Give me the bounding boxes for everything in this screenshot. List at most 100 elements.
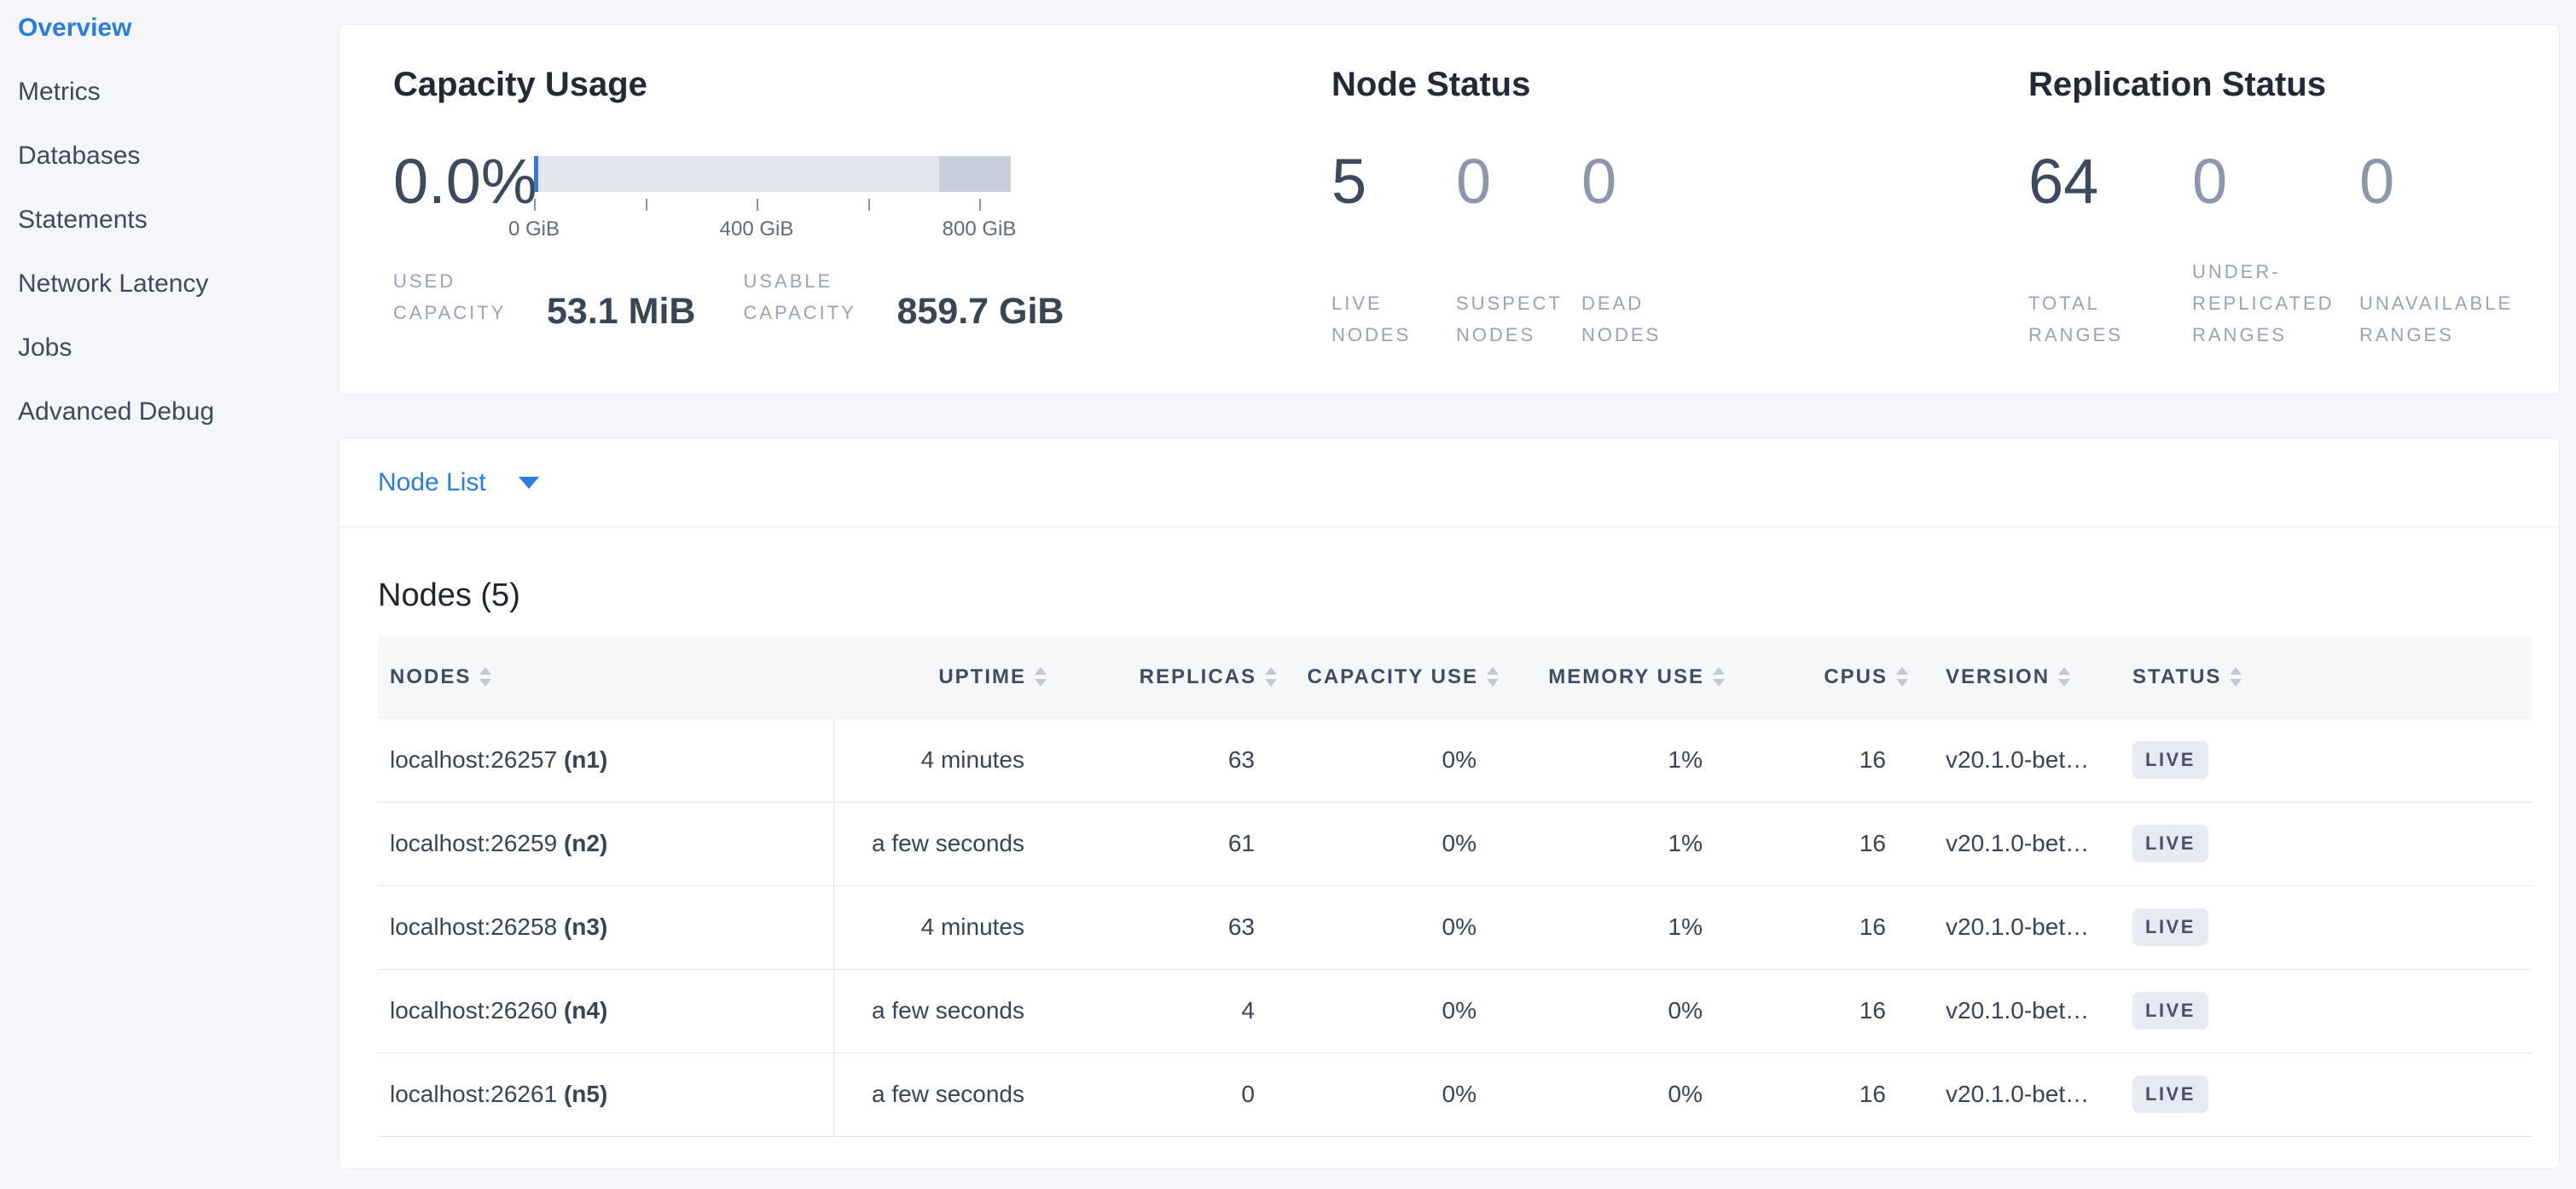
uptime-cell: 4 minutes <box>833 718 1059 803</box>
cluster-summary-card: Capacity Usage 0.0% 0 <box>339 24 2560 395</box>
suspect-nodes-stat: 0 SUSPECT NODES <box>1456 148 1581 351</box>
node-id: (n2) <box>563 830 608 856</box>
table-row: localhost:26260 (n4) a few seconds 4 0% 0% 16… <box>378 969 2532 1053</box>
sidebar-item-statements[interactable]: Statements <box>18 206 148 234</box>
under-replicated-ranges-label: UNDER-REPLICATED RANGES <box>2192 261 2335 345</box>
status-badge: LIVE <box>2132 908 2208 946</box>
column-header-memory-use[interactable]: MEMORY USE <box>1511 636 1737 719</box>
gauge-tick <box>979 199 981 211</box>
column-label: UPTIME <box>938 664 1026 688</box>
node-id: (n4) <box>563 997 608 1024</box>
column-header-uptime[interactable]: UPTIME <box>833 636 1059 719</box>
sidebar-item-overview[interactable]: Overview <box>18 14 132 42</box>
used-capacity-value: 53.1 MiB <box>547 291 696 332</box>
uptime-cell: a few seconds <box>833 969 1059 1053</box>
node-id: (n5) <box>563 1081 608 1107</box>
uptime-cell: a few seconds <box>833 802 1059 886</box>
node-address-link[interactable]: localhost:26257 <box>390 746 558 773</box>
replication-status-panel: Replication Status 64 TOTAL RANGES 0 UND… <box>2028 64 2559 394</box>
sidebar-item-databases[interactable]: Databases <box>18 142 141 170</box>
sidebar-item-metrics[interactable]: Metrics <box>18 78 101 106</box>
capacity-gauge: 0 GiB 400 GiB 800 GiB <box>508 156 1016 241</box>
column-header-status[interactable]: STATUS <box>2122 636 2532 719</box>
capacity-use-cell: 0% <box>1289 1053 1511 1137</box>
sort-icon <box>2230 667 2242 687</box>
node-address-link[interactable]: localhost:26258 <box>390 914 558 940</box>
replication-status-title: Replication Status <box>2028 66 2326 103</box>
nodes-table: NODES UPTIME REPLICAS CAPACITY USE MEMOR… <box>378 636 2532 1137</box>
total-ranges-value: 64 <box>2028 146 2099 217</box>
dead-nodes-label: DEAD NODES <box>1581 293 1662 345</box>
nodes-section-title: Nodes (5) <box>378 577 520 613</box>
memory-use-cell: 0% <box>1511 969 1737 1053</box>
suspect-nodes-value: 0 <box>1456 146 1492 217</box>
version-cell: v20.1.0-bet… <box>1920 885 2122 970</box>
replicas-cell: 63 <box>1059 885 1289 970</box>
suspect-nodes-label: SUSPECT NODES <box>1456 293 1563 345</box>
node-cell: localhost:26260 (n4) <box>378 969 834 1053</box>
table-row: localhost:26259 (n2) a few seconds 61 0% 1% 1… <box>378 802 2532 886</box>
status-badge: LIVE <box>2132 1076 2208 1113</box>
column-header-cpus[interactable]: CPUS <box>1737 636 1920 719</box>
capacity-usage-title: Capacity Usage <box>393 66 647 103</box>
sort-icon <box>1896 667 1908 687</box>
unavailable-ranges-stat: 0 UNAVAILABLE RANGES <box>2359 148 2551 351</box>
unavailable-ranges-label: UNAVAILABLE RANGES <box>2359 293 2514 345</box>
version-cell: v20.1.0-bet… <box>1920 802 2122 886</box>
node-list-selector[interactable]: Node List <box>339 438 2559 527</box>
gauge-tick-label: 400 GiB <box>719 218 794 241</box>
node-id: (n3) <box>563 914 608 940</box>
replicas-cell: 61 <box>1059 802 1289 886</box>
replicas-cell: 63 <box>1059 718 1289 803</box>
table-header-row: NODES UPTIME REPLICAS CAPACITY USE MEMOR… <box>378 636 2532 719</box>
dead-nodes-stat: 0 DEAD NODES <box>1581 148 1706 351</box>
nodes-section: Nodes (5) NODES UPTIME REPLICAS CAPACITY… <box>339 575 2559 1137</box>
node-address-link[interactable]: localhost:26261 <box>390 1081 558 1107</box>
usable-capacity-label: USABLE CAPACITY <box>743 270 856 323</box>
sort-icon <box>1487 667 1499 687</box>
status-cell: LIVE <box>2122 1053 2532 1137</box>
nodes-table-body: localhost:26257 (n1) 4 minutes 63 0% 1% 16 v20… <box>378 718 2532 1137</box>
used-capacity-label: USED CAPACITY <box>393 270 507 323</box>
gauge-available-segment <box>538 156 939 192</box>
node-status-title: Node Status <box>1332 66 1531 103</box>
column-header-replicas[interactable]: REPLICAS <box>1059 636 1289 719</box>
column-label: NODES <box>390 664 472 688</box>
memory-use-cell: 1% <box>1511 885 1737 970</box>
cpus-cell: 16 <box>1737 885 1920 970</box>
node-cell: localhost:26259 (n2) <box>378 802 834 886</box>
cpus-cell: 16 <box>1737 1053 1920 1137</box>
unavailable-ranges-value: 0 <box>2359 146 2395 217</box>
column-header-capacity-use[interactable]: CAPACITY USE <box>1289 636 1511 719</box>
version-cell: v20.1.0-bet… <box>1920 718 2122 803</box>
column-header-nodes[interactable]: NODES <box>378 636 833 719</box>
node-list-card: Node List Nodes (5) NODES UPTIME REPLICA… <box>339 438 2560 1169</box>
status-cell: LIVE <box>2122 885 2532 970</box>
under-replicated-ranges-stat: 0 UNDER-REPLICATED RANGES <box>2192 148 2359 351</box>
status-cell: LIVE <box>2122 802 2532 886</box>
capacity-usage-panel: Capacity Usage 0.0% 0 <box>393 64 1332 394</box>
status-badge: LIVE <box>2132 825 2208 862</box>
gauge-tick <box>534 199 536 211</box>
column-label: REPLICAS <box>1139 664 1256 688</box>
usable-capacity-value: 859.7 GiB <box>896 291 1065 332</box>
sidebar-item-advanced-debug[interactable]: Advanced Debug <box>18 397 215 426</box>
column-header-version[interactable]: VERSION <box>1920 636 2122 719</box>
live-nodes-value: 5 <box>1332 146 1367 217</box>
node-address-link[interactable]: localhost:26260 <box>390 997 558 1024</box>
gauge-tick <box>757 199 758 211</box>
sort-icon <box>479 667 492 687</box>
cpus-cell: 16 <box>1737 718 1920 803</box>
used-capacity-stat: USED CAPACITY 53.1 MiB <box>393 265 695 332</box>
gauge-used-segment <box>534 156 538 192</box>
main-content: Capacity Usage 0.0% 0 <box>339 0 2576 1169</box>
node-address-link[interactable]: localhost:26259 <box>390 830 558 856</box>
uptime-cell: a few seconds <box>833 1053 1059 1137</box>
sidebar-item-jobs[interactable]: Jobs <box>18 334 73 362</box>
node-cell: localhost:26261 (n5) <box>378 1053 834 1137</box>
capacity-use-cell: 0% <box>1289 969 1511 1053</box>
sidebar-item-network-latency[interactable]: Network Latency <box>18 270 209 298</box>
live-nodes-stat: 5 LIVE NODES <box>1332 148 1456 351</box>
status-badge: LIVE <box>2132 741 2208 779</box>
gauge-tick <box>868 199 870 211</box>
